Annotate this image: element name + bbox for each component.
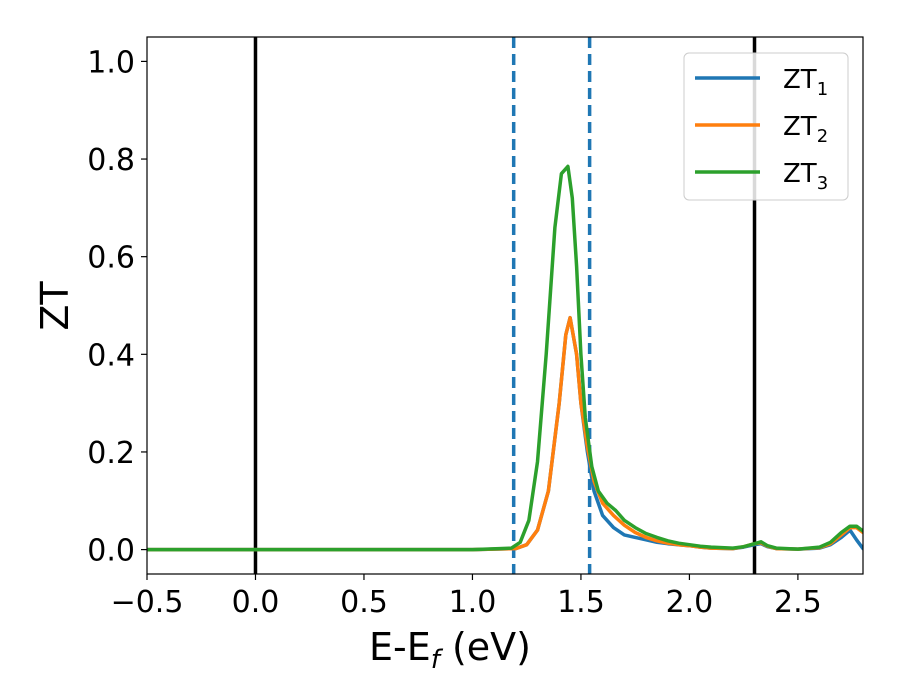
x-tick-label: −0.5	[111, 585, 184, 620]
y-tick-label: 0.2	[87, 436, 135, 471]
plot-frame	[146, 36, 864, 575]
legend-label-zt3: ZT3	[783, 159, 828, 194]
y-tick-label: 0.0	[87, 534, 135, 569]
x-tick-label: 0.0	[232, 585, 280, 620]
x-axis-title-unit: (eV)	[440, 625, 531, 669]
legend-box	[683, 52, 849, 201]
series-line-zt3	[147, 164, 863, 552]
x-tick-label: 1.0	[449, 585, 497, 620]
x-tick-label: 2.0	[666, 585, 714, 620]
x-tick-label: 1.5	[557, 585, 605, 620]
reference-lines	[253, 37, 757, 574]
x-axis-title: E-Ef (eV)	[369, 625, 531, 675]
y-tick-label: 0.8	[87, 143, 135, 178]
y-tick-label: 0.6	[87, 241, 135, 276]
x-tick-label: 2.5	[774, 585, 822, 620]
x-tick-label: 0.5	[340, 585, 388, 620]
y-tick-label: 1.0	[87, 45, 135, 80]
axis-ticks: −0.5 0.0 0.5 1.0 1.5 2.0 2.5 0.0 0.2 0.4 0.6 0.8 1.0	[87, 45, 821, 620]
legend: ZT1 ZT2 ZT3	[683, 52, 849, 201]
legend-label-zt2: ZT2	[783, 112, 828, 147]
y-axis-title: ZT	[33, 281, 77, 331]
legend-label-zt1: ZT1	[783, 65, 828, 100]
y-tick-label: 0.4	[87, 338, 135, 373]
x-axis-title-main: E-E	[369, 625, 431, 669]
series-lines	[147, 164, 863, 552]
